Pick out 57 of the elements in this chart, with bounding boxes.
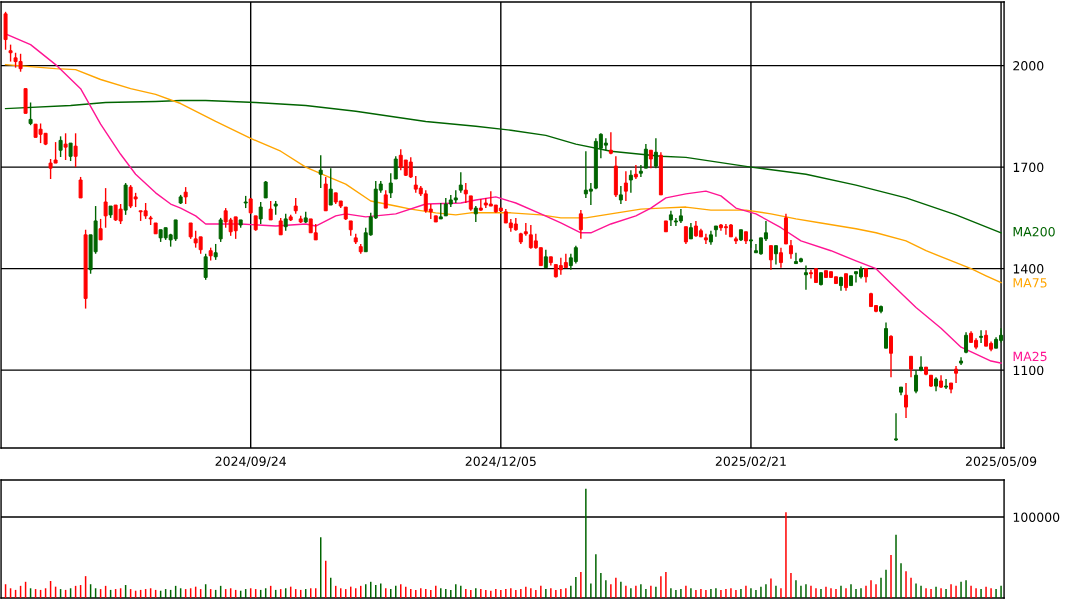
candlestick	[914, 369, 919, 394]
x-tick-label: 2025/02/21	[715, 456, 786, 467]
candlestick	[773, 244, 778, 266]
series-label: MA25	[1013, 351, 1047, 362]
candlestick	[944, 378, 949, 390]
x-tick-label: 2024/12/05	[465, 456, 536, 467]
candlestick	[919, 355, 924, 372]
candlestick	[203, 253, 208, 281]
candlestick	[393, 155, 398, 180]
candlestick	[318, 154, 323, 189]
candlestick	[643, 143, 648, 169]
candlestick	[633, 164, 638, 180]
candlestick	[578, 209, 583, 240]
candlestick	[623, 170, 628, 202]
line-series	[4, 99, 1002, 234]
candlestick	[218, 217, 223, 243]
y-tick-label: 1100	[1013, 365, 1044, 376]
candlestick	[233, 216, 238, 240]
candlestick	[463, 182, 468, 204]
candlestick	[954, 365, 959, 384]
candlestick	[73, 132, 78, 168]
candlestick	[78, 176, 83, 199]
candlestick	[909, 355, 914, 378]
candlestick	[58, 135, 63, 158]
candlestick	[388, 172, 393, 199]
candlestick	[408, 156, 413, 179]
candlestick	[638, 164, 643, 178]
y-tick-label: 100000	[1013, 512, 1060, 522]
series-label: MA200	[1013, 226, 1055, 237]
candlestick	[268, 200, 273, 221]
candlestick	[713, 225, 718, 238]
candlestick	[979, 329, 984, 344]
candlestick	[889, 334, 893, 378]
candlestick	[748, 239, 753, 249]
y-tick-label: 2000	[1013, 61, 1044, 71]
x-tick-label: 2025/05/09	[965, 456, 1037, 467]
candlestick	[328, 167, 333, 206]
candlestick	[458, 171, 463, 194]
candlestick	[778, 246, 783, 269]
y-tick-label: 1400	[1013, 264, 1044, 274]
candlestick	[98, 218, 103, 241]
y-tick-label: 1700	[1013, 162, 1044, 173]
candlestick	[894, 412, 898, 442]
candlestick	[628, 169, 633, 194]
candlestick	[603, 137, 608, 151]
candlestick	[803, 264, 808, 291]
candlestick	[653, 137, 658, 169]
series-label: MA75	[1013, 278, 1047, 288]
candlestick	[63, 132, 68, 161]
candlestick	[768, 244, 773, 271]
x-tick-label: 2024/09/24	[215, 456, 287, 467]
candlestick	[788, 239, 793, 260]
candlestick	[884, 321, 888, 349]
line-series	[4, 63, 1002, 284]
candlestick	[904, 382, 909, 419]
candlestick	[258, 201, 263, 225]
candlestick	[103, 187, 108, 229]
